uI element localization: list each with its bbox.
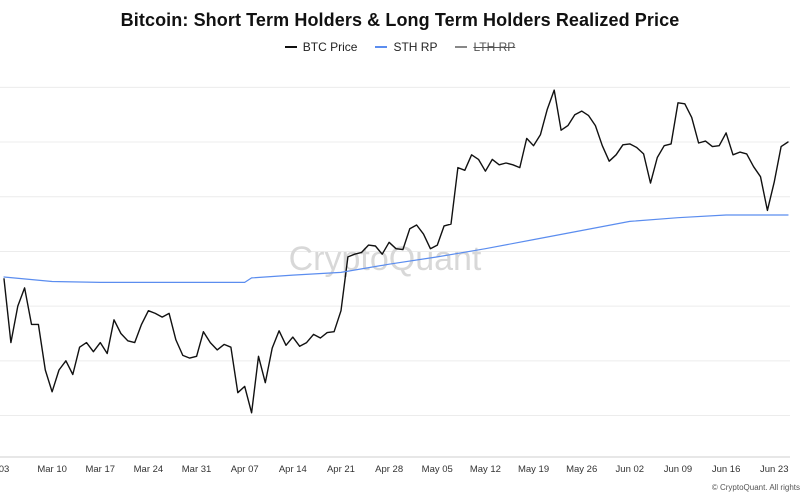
legend-label-btc-price: BTC Price — [302, 40, 358, 54]
x-tick-label: Mar 10 — [37, 464, 67, 475]
legend-item-btc-price[interactable]: BTC Price — [284, 40, 358, 54]
x-tick-label: Mar 17 — [85, 464, 115, 475]
x-axis-ticks: 03 Mar 10 Mar 17 Mar 24 Mar 31 Apr 07 Apr 14 Ap… — [0, 464, 789, 475]
x-tick-label: Apr 28 — [375, 464, 403, 475]
legend-label-sth-rp: STH RP — [393, 40, 438, 54]
lth-rp-swatch — [455, 46, 468, 48]
series-layer — [3, 89, 789, 414]
series-line-btc-price — [3, 89, 789, 414]
chart-title: Bitcoin: Short Term Holders & Long Term … — [120, 10, 680, 30]
x-tick-label: Jun 23 — [760, 464, 789, 475]
x-tick-label: May 12 — [470, 464, 501, 475]
copyright-credit: © CryptoQuant. All rights — [712, 483, 800, 492]
x-tick-label: 03 — [0, 464, 9, 475]
legend-item-lth-rp[interactable]: LTH RP — [455, 40, 515, 54]
x-tick-label: May 05 — [422, 464, 453, 475]
x-tick-label: Apr 07 — [231, 464, 259, 475]
x-tick-label: Jun 16 — [712, 464, 741, 475]
legend-label-lth-rp: LTH RP — [473, 40, 516, 54]
series-line-sth-rp — [3, 214, 789, 283]
x-tick-label: Apr 21 — [327, 464, 355, 475]
x-tick-label: May 19 — [518, 464, 549, 475]
x-tick-label: Apr 14 — [279, 464, 307, 475]
sth-rp-swatch — [375, 46, 388, 48]
legend-item-sth-rp[interactable]: STH RP — [375, 40, 437, 54]
x-tick-label: Mar 24 — [134, 464, 164, 475]
grid-layer — [0, 86, 790, 458]
legend: BTC Price STH RP LTH RP — [0, 40, 800, 54]
x-tick-label: Jun 02 — [616, 464, 645, 475]
x-tick-label: Mar 31 — [182, 464, 212, 475]
btc-price-swatch — [284, 46, 297, 48]
watermark-logo: CryptoQuant — [289, 240, 482, 278]
x-tick-label: May 26 — [566, 464, 597, 475]
x-tick-label: Jun 09 — [664, 464, 693, 475]
